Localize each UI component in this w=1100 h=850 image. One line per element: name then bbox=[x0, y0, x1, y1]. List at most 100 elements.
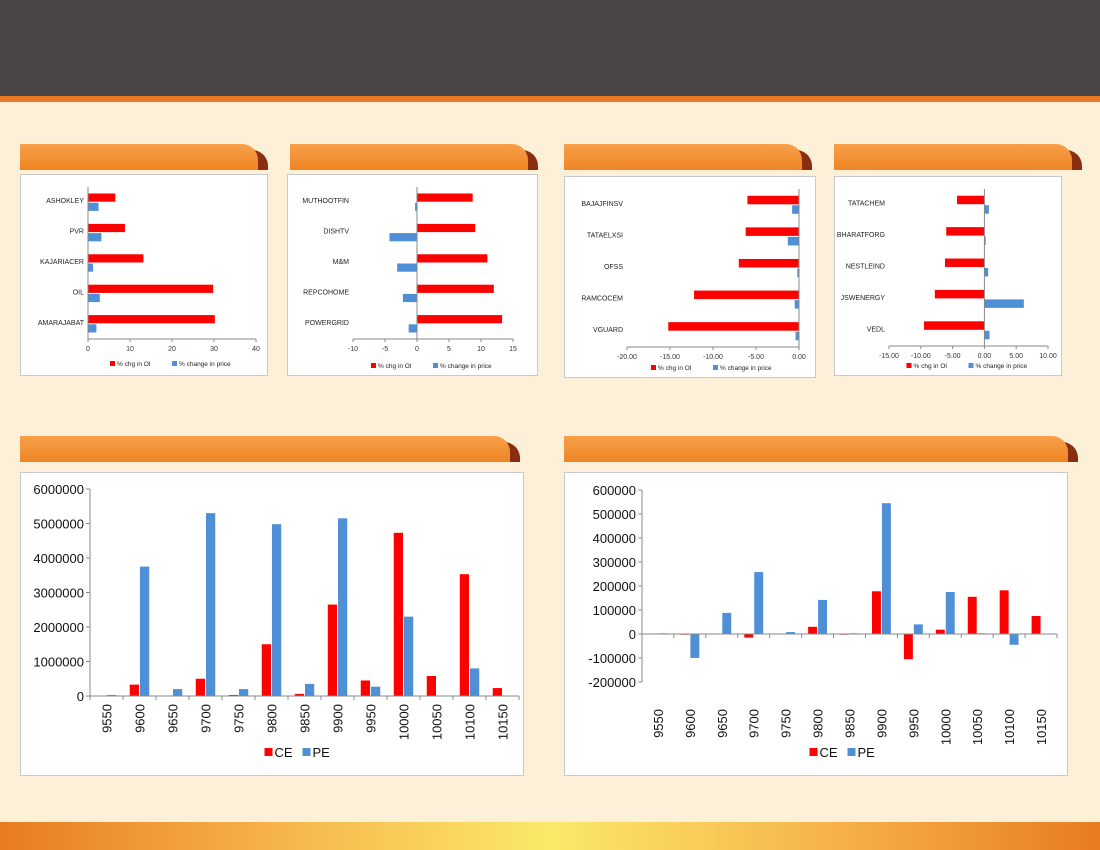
bar-ce bbox=[129, 684, 139, 696]
bar-pct-chg-oi bbox=[417, 193, 473, 202]
bar-pct-change-price bbox=[408, 324, 417, 333]
bar-pe bbox=[722, 612, 732, 634]
category-label: BHARATFORG bbox=[837, 232, 885, 239]
bar-pct-chg-oi bbox=[417, 254, 488, 263]
bar-pe bbox=[913, 624, 923, 634]
x-category-label: 9550 bbox=[651, 709, 666, 738]
bar-ce bbox=[426, 675, 436, 696]
category-label: POWERGRID bbox=[305, 320, 349, 327]
bar-pct-change-price bbox=[88, 233, 102, 242]
header-accent-stripe bbox=[0, 96, 1100, 102]
x-tick-label: -5.00 bbox=[748, 354, 764, 361]
bar-pct-change-price bbox=[402, 293, 417, 303]
bar-pct-change-price bbox=[795, 331, 799, 341]
legend-label: % chg in OI bbox=[658, 365, 692, 372]
bar-ce bbox=[967, 596, 977, 634]
bar-pct-chg-oi bbox=[946, 227, 985, 236]
legend-swatch bbox=[968, 363, 974, 368]
x-category-label: 10000 bbox=[397, 704, 412, 740]
legend-swatch bbox=[264, 748, 273, 756]
x-category-label: 9700 bbox=[199, 704, 214, 733]
bar-pct-change-price bbox=[415, 202, 417, 211]
category-label: M&M bbox=[333, 259, 350, 266]
legend-swatch bbox=[809, 748, 818, 756]
y-tick-label: 200000 bbox=[593, 579, 636, 594]
x-tick-label: 0 bbox=[415, 346, 419, 353]
x-category-label: 10100 bbox=[1002, 709, 1017, 745]
bar-pct-chg-oi bbox=[694, 290, 799, 300]
bar-pct-change-price bbox=[794, 300, 799, 309]
bar-pe bbox=[173, 689, 183, 696]
legend-swatch bbox=[651, 365, 656, 370]
bar-pct-chg-oi bbox=[923, 321, 985, 330]
bar-pct-change-price bbox=[88, 202, 99, 211]
x-tick-label: -5.00 bbox=[945, 353, 961, 360]
x-tick-label: 5 bbox=[447, 346, 451, 353]
chart-panel-oi-gainers-price-up: 0 10 20 30 40 ASHOKLEY PVR KAJARIACER OIL AMARAJA… bbox=[20, 174, 268, 376]
legend-swatch bbox=[433, 363, 438, 368]
x-tick-label: 10 bbox=[126, 346, 134, 353]
bar-pct-chg-oi bbox=[934, 289, 985, 299]
bar-pct-chg-oi bbox=[88, 223, 125, 233]
bar-pct-chg-oi bbox=[417, 284, 494, 293]
bar-ce bbox=[195, 678, 205, 696]
category-label: DISHTV bbox=[323, 229, 349, 236]
bar-pe bbox=[239, 689, 249, 696]
legend-swatch bbox=[302, 748, 311, 756]
x-tick-label: -10.00 bbox=[703, 354, 723, 361]
legend-label: % chg in OI bbox=[378, 363, 412, 370]
y-tick-label: 4000000 bbox=[33, 551, 84, 566]
bar-pct-change-price bbox=[984, 330, 990, 340]
section-ribbon-oi-losers-price-down bbox=[564, 144, 812, 170]
bar-pct-chg-oi bbox=[738, 258, 799, 268]
bar-pct-change-price bbox=[389, 233, 417, 242]
section-ribbon-oi-losers-price-up bbox=[834, 144, 1082, 170]
x-category-label: 10000 bbox=[938, 709, 953, 745]
bar-pct-change-price bbox=[88, 263, 94, 272]
bar-ce bbox=[808, 626, 818, 634]
legend-label: CE bbox=[275, 745, 293, 760]
x-tick-label: -15.00 bbox=[660, 354, 680, 361]
legend-swatch bbox=[172, 361, 177, 366]
x-tick-label: 5.00 bbox=[1009, 353, 1023, 360]
section-ribbon-oi-gainers-price-down bbox=[290, 144, 538, 170]
bar-pe bbox=[754, 572, 764, 634]
x-category-label: 10050 bbox=[970, 709, 985, 745]
category-label: ASHOKLEY bbox=[46, 198, 84, 205]
x-category-label: 9900 bbox=[874, 709, 889, 738]
category-label: OFSS bbox=[604, 264, 623, 271]
bar-pe bbox=[404, 616, 414, 696]
y-tick-label: 6000000 bbox=[33, 482, 84, 497]
bar-ce bbox=[261, 644, 271, 696]
category-label: BAJAJFINSV bbox=[581, 201, 623, 208]
y-tick-label: 600000 bbox=[593, 483, 636, 498]
bar-pct-chg-oi bbox=[88, 284, 214, 293]
category-label: VGUARD bbox=[593, 327, 623, 334]
x-category-label: 9800 bbox=[265, 704, 280, 733]
chart-panel-oi-gainers-price-down: -10 -5 0 5 10 15 MUTHOOTFIN DISHTV M&M REPCOHOME P… bbox=[287, 174, 538, 376]
x-category-label: 9750 bbox=[232, 704, 247, 733]
x-category-label: 9850 bbox=[298, 704, 313, 733]
bar-pe bbox=[470, 668, 480, 696]
bar-pe bbox=[371, 686, 381, 696]
x-tick-label: -15.00 bbox=[879, 353, 899, 360]
bar-pe bbox=[140, 566, 150, 696]
legend-label: PE bbox=[313, 745, 331, 760]
legend-label: PE bbox=[858, 745, 876, 760]
x-tick-label: -10 bbox=[348, 346, 358, 353]
x-category-label: 10100 bbox=[463, 704, 478, 740]
x-category-label: 9550 bbox=[100, 704, 115, 733]
category-label: KAJARIACER bbox=[40, 259, 84, 266]
category-label: RAMCOCEM bbox=[581, 296, 623, 303]
category-label: TATAELXSI bbox=[587, 232, 623, 239]
vbar-chart-oi-change-distribution: -200000 -100000 0 100000 200000 300000 400000 5… bbox=[588, 483, 1058, 760]
chart-panel-oi-losers-price-up: -15.00 -10.00 -5.00 0.00 5.00 10.00 TATACHEM BH… bbox=[834, 176, 1062, 376]
y-tick-label: 2000000 bbox=[33, 620, 84, 635]
bar-ce bbox=[903, 634, 913, 660]
category-label: JSWENERGY bbox=[841, 295, 886, 302]
legend-swatch bbox=[847, 748, 856, 756]
x-category-label: 9750 bbox=[779, 709, 794, 738]
category-label: AMARAJABAT bbox=[38, 320, 85, 327]
x-tick-label: 30 bbox=[210, 346, 218, 353]
x-category-label: 9900 bbox=[331, 704, 346, 733]
